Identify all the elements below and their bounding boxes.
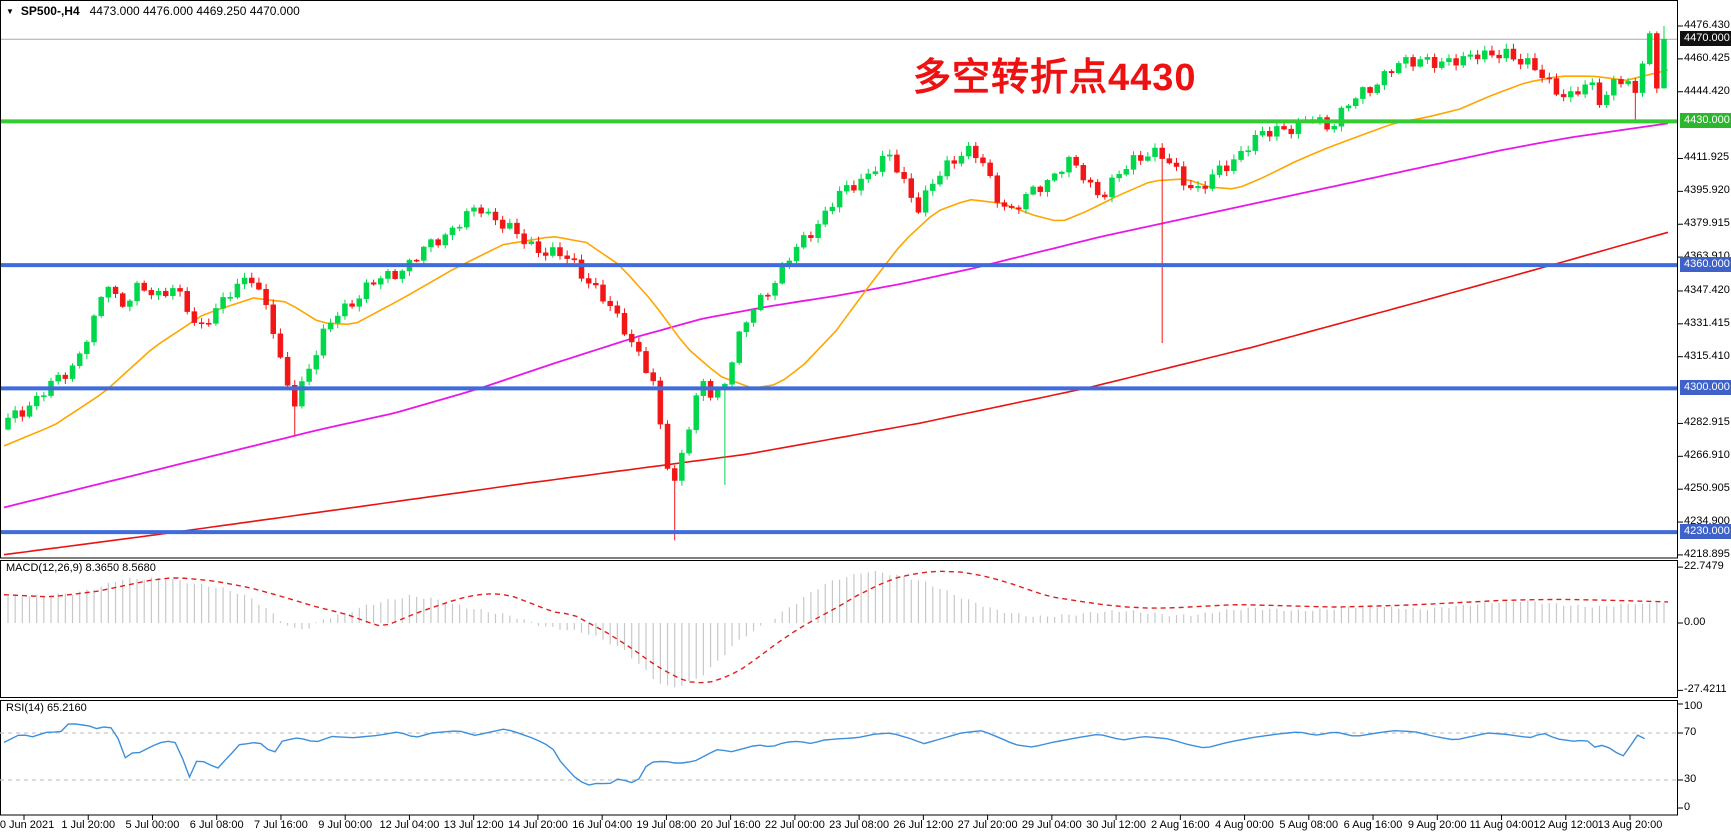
price-axis-label: 4315.410 [1684, 349, 1730, 362]
price-badge: 4360.000 [1680, 257, 1731, 273]
price-axis-label: 4331.415 [1684, 316, 1730, 329]
rsi-axis-label: 30 [1684, 773, 1697, 785]
rsi-indicator-label: RSI(14) 65.2160 [6, 702, 87, 714]
time-axis-label: 22 Jul 00:00 [764, 819, 825, 831]
time-axis-label: 12 Aug 12:00 [1533, 819, 1599, 831]
time-axis-label: 5 Aug 08:00 [1279, 819, 1339, 831]
time-axis-label: 30 Jun 2021 [0, 819, 55, 831]
price-axis-label: 4347.420 [1684, 283, 1730, 296]
price-axis-label: 4379.915 [1684, 217, 1730, 230]
time-axis-label: 13 Aug 20:00 [1597, 819, 1663, 831]
rsi-axis-label: 70 [1684, 726, 1697, 738]
time-axis-label: 13 Jul 12:00 [443, 819, 504, 831]
ohlc-values-label: 4473.000 4476.000 4469.250 4470.000 [89, 4, 300, 18]
macd-indicator-label: MACD(12,26,9) 8.3650 8.5680 [6, 562, 156, 574]
price-badge: 4430.000 [1680, 113, 1731, 129]
time-axis-label: 14 Jul 20:00 [507, 819, 568, 831]
time-axis-label: 20 Jul 16:00 [700, 819, 761, 831]
rsi-axis-label: 0 [1684, 801, 1691, 813]
price-badge: 4300.000 [1680, 380, 1731, 396]
price-axis-label: 4250.905 [1684, 482, 1730, 495]
price-axis-label: 4218.895 [1684, 547, 1730, 560]
price-axis-label: 4460.425 [1684, 51, 1730, 64]
time-axis-label: 6 Aug 16:00 [1343, 819, 1403, 831]
time-axis-label: 5 Jul 00:00 [125, 819, 180, 831]
time-axis-label: 9 Jul 00:00 [318, 819, 373, 831]
time-axis-label: 4 Aug 00:00 [1215, 819, 1274, 831]
time-axis-label: 7 Jul 16:00 [254, 819, 308, 831]
time-axis-label: 2 Aug 16:00 [1150, 819, 1210, 831]
price-axis-label: 4266.910 [1684, 449, 1730, 462]
symbol-timeframe-label: SP500-,H4 [20, 4, 80, 18]
time-axis-label: 23 Jul 08:00 [829, 819, 890, 831]
time-axis-label: 30 Jul 12:00 [1086, 819, 1147, 831]
macd-axis-label: -27.4211 [1684, 683, 1727, 696]
macd-axis-label: 22.7479 [1684, 560, 1724, 573]
time-axis-label: 16 Jul 04:00 [572, 819, 633, 831]
chart-title-bar: ▼ SP500-,H4 4473.000 4476.000 4469.250 447… [6, 4, 300, 18]
time-axis-label: 9 Aug 20:00 [1407, 819, 1467, 831]
time-axis-label: 29 Jul 04:00 [1021, 819, 1082, 831]
macd-axis-label: 0.00 [1684, 616, 1706, 628]
time-axis-label: 1 Jul 20:00 [61, 819, 116, 831]
price-axis-label: 4476.430 [1684, 19, 1730, 31]
time-axis-label: 11 Aug 04:00 [1469, 819, 1534, 831]
time-axis-label: 26 Jul 12:00 [893, 819, 954, 831]
time-axis-label: 12 Jul 04:00 [379, 819, 440, 831]
time-axis-label: 19 Jul 08:00 [636, 819, 697, 831]
time-axis-label: 27 Jul 20:00 [957, 819, 1018, 831]
collapse-triangle-icon[interactable]: ▼ [6, 7, 14, 16]
price-axis-label: 4411.925 [1684, 151, 1730, 164]
price-badge: 4230.000 [1680, 524, 1731, 540]
annotation-text: 多空转折点4430 [913, 57, 1197, 99]
price-badge: 4470.000 [1680, 31, 1731, 47]
price-axis-label: 4444.420 [1684, 84, 1730, 97]
price-axis-label: 4234.900 [1684, 515, 1730, 528]
price-axis-label: 4282.915 [1684, 416, 1730, 429]
time-axis-label: 6 Jul 08:00 [189, 819, 244, 831]
rsi-axis-label: 100 [1684, 700, 1703, 712]
price-axis-label: 4395.920 [1684, 184, 1730, 197]
